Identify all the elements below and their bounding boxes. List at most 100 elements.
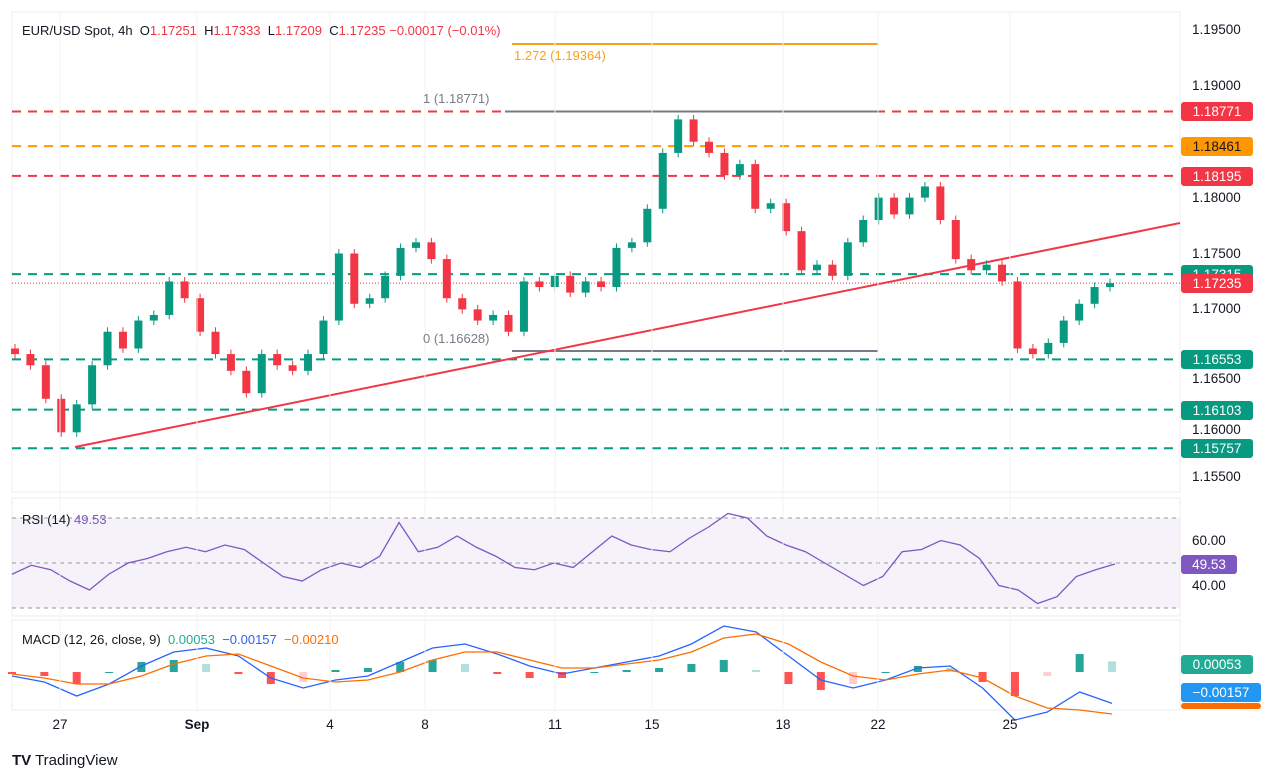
candle (489, 314, 498, 321)
macd-hist-bar (331, 670, 340, 672)
rsi-axis-40: 40.00 (1192, 578, 1226, 593)
candle (288, 365, 297, 371)
candle (751, 164, 760, 209)
candle (967, 259, 976, 271)
macd-hist-bar (525, 672, 534, 678)
price-axis-tick: 1.17000 (1192, 301, 1241, 317)
candle (890, 197, 899, 215)
rsi-title: RSI (14) (22, 512, 71, 527)
macd-hist-tag: 0.00053 (1181, 655, 1253, 674)
candle (859, 219, 868, 243)
candle (581, 281, 590, 293)
candle (597, 281, 606, 288)
candle (720, 152, 729, 176)
candle (427, 242, 436, 260)
price-axis-tick: 1.19500 (1192, 22, 1241, 37)
macd-line-tag: −0.00157 (1181, 683, 1261, 702)
macd-hist-bar (169, 660, 178, 672)
macd-hist-bar (493, 672, 502, 674)
candle (165, 281, 174, 315)
candle (766, 203, 775, 209)
candle (196, 298, 205, 332)
brand: TV TradingView (12, 752, 118, 768)
price-axis-tick: 1.16500 (1192, 371, 1241, 387)
fib-1272-label: 1.272 (1.19364) (514, 48, 606, 63)
candle (920, 186, 929, 198)
macd-hist-bar (40, 672, 49, 676)
macd-hist-bar (784, 672, 793, 684)
macd-hist-bar (299, 672, 308, 682)
macd-line (11, 625, 1113, 721)
macd-hist-bar (363, 668, 372, 672)
candle (1044, 342, 1053, 355)
macd-hist-bar (622, 670, 631, 672)
date-tick: 8 (421, 717, 429, 732)
symbol-label: EUR/USD Spot, 4h (22, 23, 133, 38)
macd-hist-bar (8, 672, 16, 674)
rsi-value-tag: 49.53 (1181, 555, 1237, 574)
candle (812, 264, 821, 271)
price-axis-tick: 1.17500 (1192, 245, 1241, 261)
candle (1106, 283, 1114, 288)
current-price-tag: 1.17235 (1181, 274, 1253, 294)
candle (535, 281, 544, 288)
date-tick: 25 (1002, 717, 1018, 732)
candle (1075, 303, 1084, 321)
rsi-value: 49.53 (74, 512, 107, 527)
rsi-axis-60: 60.00 (1192, 533, 1226, 548)
candle (1090, 287, 1099, 304)
candle (843, 242, 852, 276)
macd-hist-bar (687, 664, 696, 672)
candle (88, 365, 97, 405)
fib-1-label: 1 (1.18771) (423, 91, 490, 106)
macd-hist-bar (558, 672, 566, 678)
macd-hist-bar (428, 660, 437, 672)
candle (350, 253, 359, 304)
candle (365, 298, 374, 304)
macd-hist-bar (137, 662, 146, 672)
level-tag: 1.18461 (1181, 137, 1253, 157)
candle (411, 242, 420, 248)
candle (504, 314, 513, 332)
candle (674, 119, 683, 153)
candle (828, 264, 837, 276)
macd-hist-value: 0.00053 (167, 632, 215, 647)
candle (118, 331, 127, 349)
legend: EUR/USD Spot, 4h O1.17251 H1.17333 L1.17… (22, 23, 501, 38)
candle (257, 354, 266, 394)
candle (905, 197, 914, 215)
macd-hist-bar (719, 660, 728, 672)
candle (705, 141, 714, 153)
date-tick: 27 (52, 717, 68, 732)
candle (319, 320, 328, 355)
macd-hist-bar (1108, 661, 1116, 672)
candle (180, 281, 189, 299)
candle (782, 203, 791, 232)
macd-hist-bar (1043, 672, 1052, 676)
macd-hist-bar (816, 672, 825, 690)
macd-hist-bar (460, 664, 469, 672)
candle (11, 348, 19, 355)
date-tick: 15 (644, 717, 660, 732)
level-tag: 1.18195 (1181, 166, 1253, 186)
candle (1013, 281, 1022, 349)
macd-hist-bar (913, 666, 922, 672)
candle (334, 253, 343, 321)
date-tick: Sep (184, 717, 210, 732)
tradingview-logo-icon: TV (12, 752, 32, 768)
candle (211, 331, 220, 355)
candle (519, 281, 528, 332)
candle (381, 275, 390, 299)
change-value: −0.00017 (−0.01%) (389, 23, 501, 38)
macd-pane (11, 619, 1181, 711)
candle (982, 264, 991, 271)
candle (1059, 320, 1068, 343)
price-pane (11, 11, 1181, 493)
macd-hist-bar (234, 672, 243, 674)
macd-legend: MACD (12, 26, close, 9) 0.00053 −0.00157… (22, 632, 339, 647)
candle (134, 320, 143, 349)
date-tick: 18 (775, 717, 791, 732)
level-tag: 1.16103 (1181, 400, 1253, 420)
